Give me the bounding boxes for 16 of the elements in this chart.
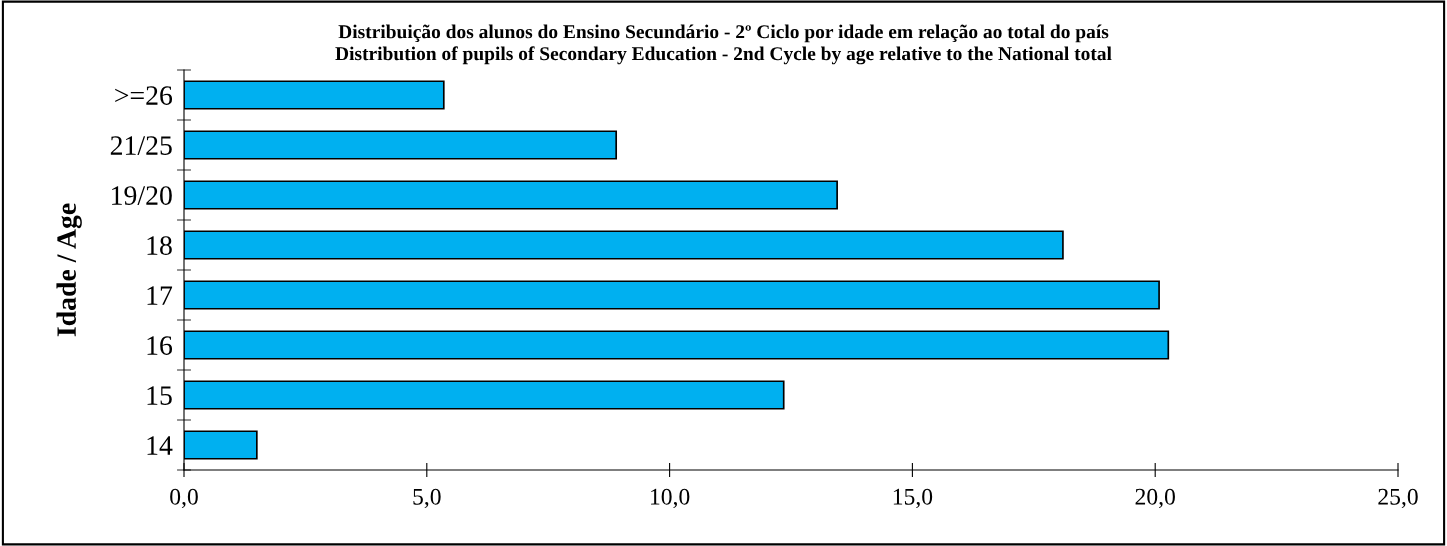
x-tick-label: 10,0 — [651, 488, 690, 509]
y-tick-label: 21/25 — [110, 136, 172, 155]
x-tick-label: 20,0 — [1135, 488, 1175, 509]
chart-title: Distribuição dos alunos do Ensino Secundário - 2º Ciclo por idade em relação ao total do país Distribution of pupils of Secondary Education - 2nd Cycle by age relative to the National total — [335, 24, 1112, 65]
y-tick-label: 18 — [147, 236, 172, 255]
x-tick-label: 0,0 — [170, 488, 198, 509]
x-tick-label: 25,0 — [1378, 488, 1418, 509]
y-axis-title: Idade / Age — [56, 203, 82, 337]
y-tick-label: >=26 — [115, 86, 173, 105]
x-tick-label: 5,0 — [413, 488, 441, 509]
y-tick-label: 14 — [147, 436, 173, 455]
y-tick-label: 17 — [147, 286, 173, 305]
x-tick-label: 15,0 — [893, 488, 933, 509]
y-tick-label: 16 — [147, 336, 173, 355]
y-tick-label: 15 — [147, 386, 172, 405]
y-tick-label: 19/20 — [112, 186, 172, 205]
